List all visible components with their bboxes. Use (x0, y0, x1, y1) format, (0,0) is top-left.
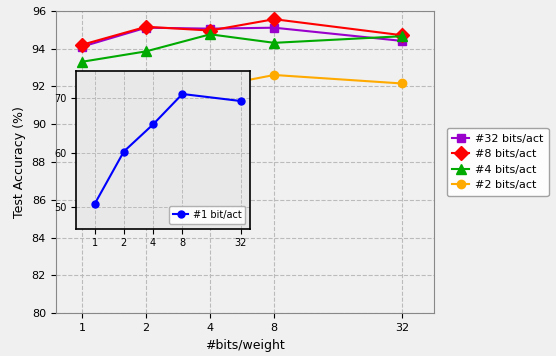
Line: #4 bits/act: #4 bits/act (77, 30, 407, 67)
#2 bits/act (271, 73, 277, 77)
X-axis label: #bits/weight: #bits/weight (205, 339, 285, 352)
#8 bits/act (271, 17, 277, 21)
#32 bits/act (143, 26, 150, 30)
#4 bits/act (399, 34, 405, 38)
#4 bits/act (143, 49, 150, 53)
#32 bits/act (271, 26, 277, 30)
#2 bits/act (143, 114, 150, 119)
Line: #8 bits/act: #8 bits/act (77, 14, 407, 49)
#4 bits/act (79, 59, 86, 64)
#32 bits/act (399, 39, 405, 43)
#8 bits/act (143, 25, 150, 29)
#8 bits/act (207, 28, 214, 33)
#2 bits/act (399, 82, 405, 86)
#2 bits/act (79, 141, 86, 145)
#2 bits/act (207, 85, 214, 89)
#4 bits/act (271, 41, 277, 45)
Line: #32 bits/act: #32 bits/act (78, 23, 406, 51)
#32 bits/act (79, 44, 86, 49)
#4 bits/act (207, 32, 214, 36)
Y-axis label: Test Accuracy (%): Test Accuracy (%) (13, 106, 26, 218)
Line: #2 bits/act: #2 bits/act (78, 71, 406, 147)
#32 bits/act (207, 26, 214, 31)
Legend: #32 bits/act, #8 bits/act, #4 bits/act, #2 bits/act: #32 bits/act, #8 bits/act, #4 bits/act, … (447, 128, 549, 196)
#8 bits/act (79, 43, 86, 47)
#8 bits/act (399, 33, 405, 37)
